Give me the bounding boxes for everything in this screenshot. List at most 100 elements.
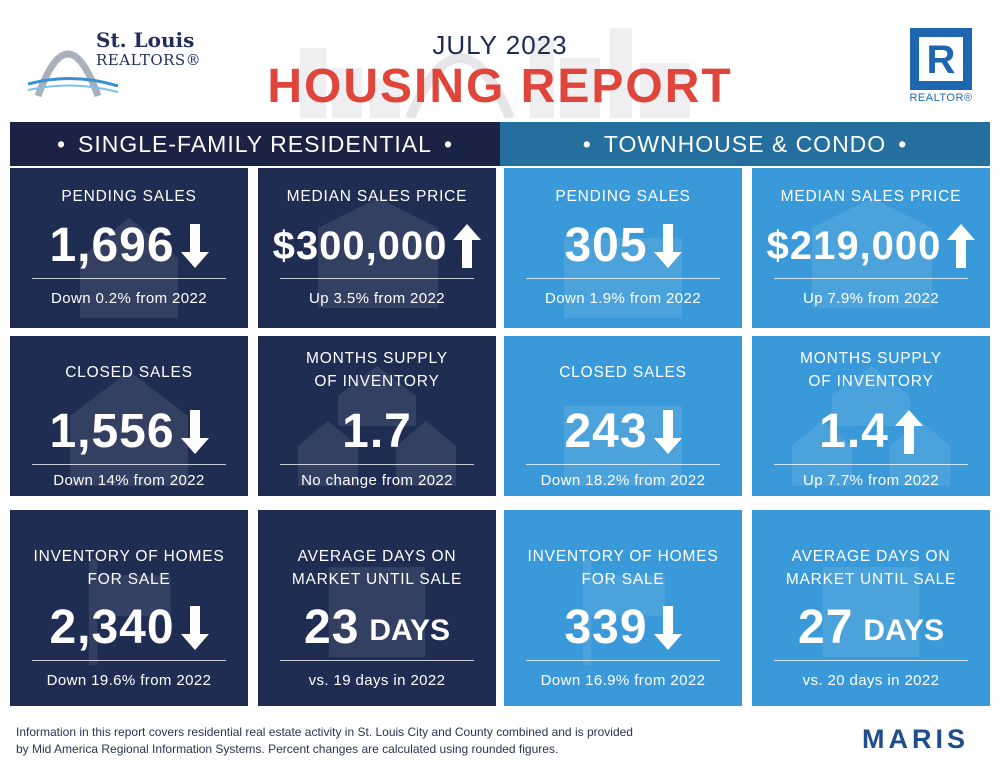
card-tc-days-on-market: AVERAGE DAYS ON MARKET UNTIL SALE 27 DAY… (752, 510, 990, 706)
stat-label-line2: MARKET UNTIL SALE (291, 571, 463, 588)
card-tc-closed-sales: CLOSED SALES 243 Down 18.2% from 2022 (504, 336, 742, 496)
report-heading: HOUSING REPORT (267, 60, 733, 113)
realtor-label: REALTOR® (909, 92, 973, 104)
houses-icon (792, 366, 950, 486)
arrow-down-icon (653, 606, 682, 650)
bullet-icon: • (582, 130, 592, 157)
arrow-down-icon (180, 224, 209, 268)
gateway-arch-icon (27, 50, 119, 98)
st-louis-realtors-logo (27, 24, 198, 104)
stat-label-line2: OF INVENTORY (808, 373, 934, 390)
divider (32, 464, 226, 465)
price-tag-icon (812, 198, 932, 308)
stat-value-row: 23 DAYS (258, 602, 496, 654)
stat-value: $300,000 (272, 224, 448, 268)
divider (526, 278, 720, 279)
house-icon (80, 218, 178, 318)
stat-value-row: 243 (504, 406, 742, 458)
stat-value-row: 1.7 (258, 406, 496, 458)
divider (32, 660, 226, 661)
divider (280, 278, 474, 279)
for-sale-sign-icon (89, 558, 171, 666)
stat-label-line1: INVENTORY OF HOMES (33, 548, 225, 565)
arrow-up-icon (453, 224, 482, 268)
bullet-icon: • (898, 130, 908, 157)
stat-change: Down 0.2% from 2022 (50, 290, 207, 307)
realtor-r-icon: R (910, 28, 972, 90)
stat-value-row: $300,000 (258, 220, 496, 272)
stat-unit: DAYS (369, 614, 450, 647)
card-tc-months-supply: MONTHS SUPPLY OF INVENTORY 1.4 Up 7.7% f… (752, 336, 990, 496)
report-month: JULY 2023 (432, 30, 568, 60)
price-tag-icon (318, 198, 438, 308)
house-sold-icon (70, 371, 188, 486)
stat-value-row: 305 (504, 220, 742, 272)
skyline-illustration (300, 28, 690, 118)
stat-value: 305 (564, 219, 648, 272)
stat-label-line2: OF INVENTORY (314, 373, 440, 390)
realtor-r-mark: R (919, 37, 963, 82)
stat-change: Down 14% from 2022 (53, 472, 205, 489)
stat-value-row: 2,340 (10, 602, 248, 654)
report-title: JULY 2023 HOUSING REPORT (260, 30, 740, 113)
for-sale-sign-icon (583, 558, 665, 666)
stat-value-row: $219,000 (752, 220, 990, 272)
maris-logo: MARIS (862, 724, 969, 754)
stat-change: Up 7.9% from 2022 (802, 290, 940, 307)
divider (280, 660, 474, 661)
stat-unit: DAYS (863, 614, 944, 647)
stat-label-line1: AVERAGE DAYS ON (297, 548, 457, 565)
bullet-icon: • (56, 130, 67, 157)
stat-change: No change from 2022 (301, 472, 453, 489)
stat-change: Down 16.9% from 2022 (540, 672, 706, 689)
st-louis-realtors-wordmark: St. Louis REALTORS® (96, 30, 201, 68)
disclaimer: Information in this report covers reside… (16, 724, 776, 758)
card-sf-median-sales-price: MEDIAN SALES PRICE $300,000 Up 3.5% from… (258, 168, 496, 328)
stat-label-line1: MONTHS SUPPLY (800, 350, 942, 367)
stat-label: PENDING SALES (61, 188, 197, 205)
stat-label-line2: FOR SALE (87, 571, 171, 588)
calendar-icon (822, 567, 920, 657)
stat-change: Down 18.2% from 2022 (540, 472, 706, 489)
section-header-single-family: • SINGLE-FAMILY RESIDENTIAL • (10, 122, 500, 166)
stat-label-line1: MONTHS SUPPLY (306, 350, 448, 367)
stat-value: 23 (304, 601, 360, 654)
stat-value-row: 1,556 (10, 406, 248, 458)
stat-change: vs. 20 days in 2022 (802, 672, 940, 689)
houses-icon (298, 366, 456, 486)
arrow-down-icon (180, 606, 209, 650)
stat-label-line2: MARKET UNTIL SALE (785, 571, 957, 588)
stat-change: Up 7.7% from 2022 (802, 472, 940, 489)
stat-change: Up 3.5% from 2022 (308, 290, 446, 307)
arrow-down-icon (653, 224, 682, 268)
bullet-icon: • (443, 130, 454, 157)
stat-label: CLOSED SALES (65, 364, 193, 381)
card-sf-months-supply: MONTHS SUPPLY OF INVENTORY 1.7 No change… (258, 336, 496, 496)
stat-change: Down 19.6% from 2022 (46, 672, 212, 689)
calendar-icon (328, 567, 426, 657)
card-tc-inventory: INVENTORY OF HOMES FOR SALE 339 Down 16.… (504, 510, 742, 706)
divider (526, 464, 720, 465)
logo-line2: REALTORS® (96, 51, 202, 69)
divider (526, 660, 720, 661)
divider (280, 464, 474, 465)
stat-value: 2,340 (49, 601, 175, 654)
card-tc-pending-sales: PENDING SALES 305 Down 1.9% from 2022 (504, 168, 742, 328)
divider (32, 278, 226, 279)
arrow-up-icon (894, 410, 923, 454)
divider (774, 278, 968, 279)
stat-label: CLOSED SALES (559, 364, 687, 381)
stat-value-row: 1.4 (752, 406, 990, 458)
stat-value: 1,696 (49, 219, 175, 272)
divider (774, 660, 968, 661)
card-sf-inventory: INVENTORY OF HOMES FOR SALE 2,340 Down 1… (10, 510, 248, 706)
section-header-townhouse-condo: • TOWNHOUSE & CONDO • (500, 122, 990, 166)
stat-value-row: 1,696 (10, 220, 248, 272)
stat-value: 1.4 (819, 405, 889, 458)
arrow-down-icon (180, 410, 209, 454)
stat-change: Down 1.9% from 2022 (544, 290, 701, 307)
stats-grid: • SINGLE-FAMILY RESIDENTIAL • • TOWNHOUS… (10, 122, 990, 716)
card-sf-days-on-market: AVERAGE DAYS ON MARKET UNTIL SALE 23 DAY… (258, 510, 496, 706)
disclaimer-line2: by Mid America Regional Information Syst… (16, 742, 559, 756)
stat-value-row: 27 DAYS (752, 602, 990, 654)
